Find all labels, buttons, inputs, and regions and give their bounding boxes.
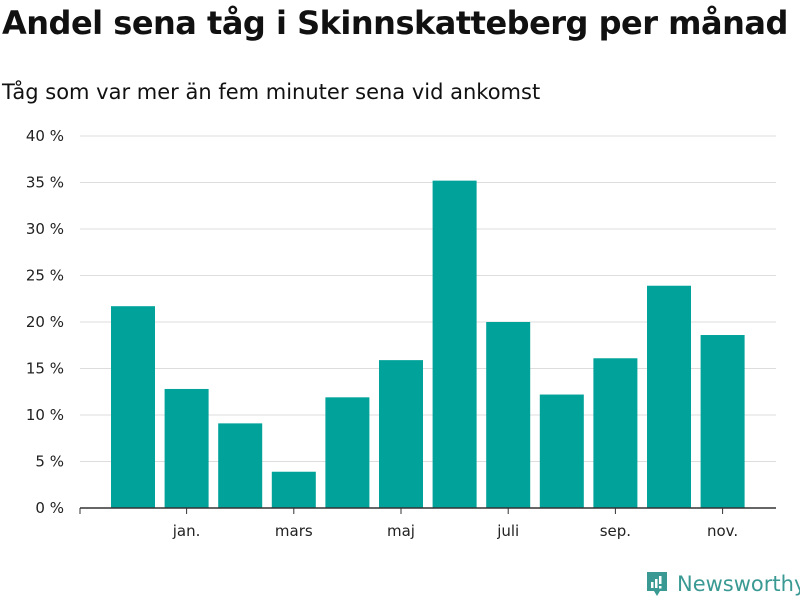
bar-april	[325, 397, 370, 508]
y-tick-label: 15 %	[26, 360, 64, 378]
newsworthy-logo: Newsworthy	[645, 570, 800, 598]
bar-mars	[271, 471, 316, 508]
y-tick-label: 0 %	[35, 499, 64, 517]
bar-okt	[647, 285, 691, 508]
bar-sep	[593, 358, 638, 508]
chart-title: Andel sena tåg i Skinnskatteberg per mån…	[2, 4, 788, 42]
y-tick-label: 40 %	[26, 127, 64, 145]
x-tick-label: mars	[275, 522, 313, 540]
x-tick-label: jan.	[172, 522, 201, 540]
bar-dec	[111, 306, 155, 508]
brand-name: Newsworthy	[677, 572, 800, 596]
y-tick-label: 10 %	[26, 406, 64, 424]
x-tick-label: nov.	[707, 522, 738, 540]
x-tick-label: juli	[496, 522, 519, 540]
x-tick-label: sep.	[600, 522, 631, 540]
bar-jan	[164, 388, 209, 508]
y-tick-label: 30 %	[26, 220, 64, 238]
bar-maj	[379, 360, 423, 508]
bar-juni	[432, 180, 477, 508]
bar-nov	[700, 335, 745, 508]
newsworthy-logo-icon	[647, 572, 667, 596]
chart-subtitle: Tåg som var mer än fem minuter sena vid …	[2, 80, 541, 104]
bar-feb	[218, 423, 263, 508]
y-tick-label: 25 %	[26, 267, 64, 285]
bar-juli	[486, 322, 531, 508]
bar-aug	[539, 394, 584, 508]
y-tick-label: 20 %	[26, 313, 64, 331]
y-tick-label: 35 %	[26, 174, 64, 192]
y-tick-label: 5 %	[35, 453, 64, 471]
x-tick-label: maj	[387, 522, 415, 540]
